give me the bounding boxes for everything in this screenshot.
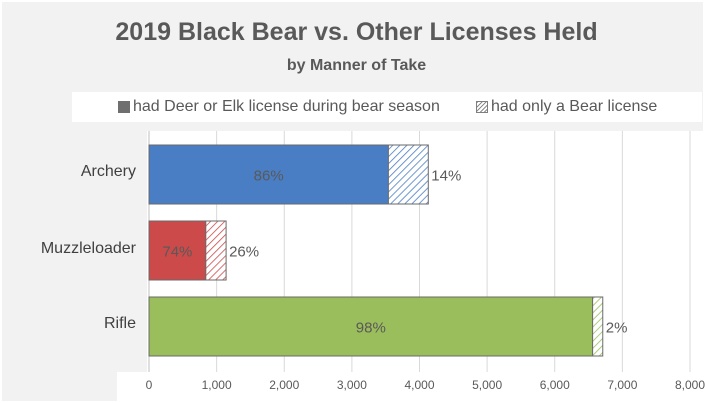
bar-rifle-bear-only xyxy=(592,296,604,357)
x-tick-label: 7,000 xyxy=(607,378,637,392)
x-tick-label: 8,000 xyxy=(675,378,705,392)
legend-label-bear-only: had only a Bear license xyxy=(491,98,658,115)
x-tick-label: 3,000 xyxy=(337,378,367,392)
x-tick-label: 6,000 xyxy=(540,378,570,392)
legend-label-deer-elk: had Deer or Elk license during bear seas… xyxy=(133,98,440,115)
bar-rifle-deer-elk xyxy=(148,296,594,357)
category-label-rifle: Rifle xyxy=(103,315,136,332)
legend: had Deer or Elk license during bear seas… xyxy=(72,92,702,122)
category-label-archery: Archery xyxy=(80,163,136,180)
data-label: 98% xyxy=(356,320,386,337)
x-tick-label: 2,000 xyxy=(269,378,299,392)
data-label: 14% xyxy=(431,168,461,185)
legend-item-bear-only: had only a Bear license xyxy=(476,98,657,116)
x-tick-label: 0 xyxy=(146,378,153,392)
legend-swatch-solid xyxy=(118,101,130,113)
bar-archery-deer-elk xyxy=(148,144,389,205)
chart-title: 2019 Black Bear vs. Other Licenses Held xyxy=(115,18,598,46)
x-tick-label: 1,000 xyxy=(202,378,232,392)
data-label: 86% xyxy=(254,168,284,185)
x-tick-label: 5,000 xyxy=(472,378,502,392)
bar-muzzleloader-bear-only xyxy=(205,220,227,281)
chart-subtitle: by Manner of Take xyxy=(286,57,427,74)
bar-archery-bear-only xyxy=(387,144,429,205)
x-axis-area xyxy=(117,372,703,401)
category-label-muzzleloader: Muzzleloader xyxy=(40,240,136,257)
legend-item-deer-elk: had Deer or Elk license during bear seas… xyxy=(118,98,440,116)
data-label: 2% xyxy=(606,320,628,337)
legend-swatch-hatched xyxy=(476,101,488,113)
data-label: 26% xyxy=(229,244,259,261)
data-label: 74% xyxy=(162,244,192,261)
x-tick-label: 4,000 xyxy=(404,378,434,392)
